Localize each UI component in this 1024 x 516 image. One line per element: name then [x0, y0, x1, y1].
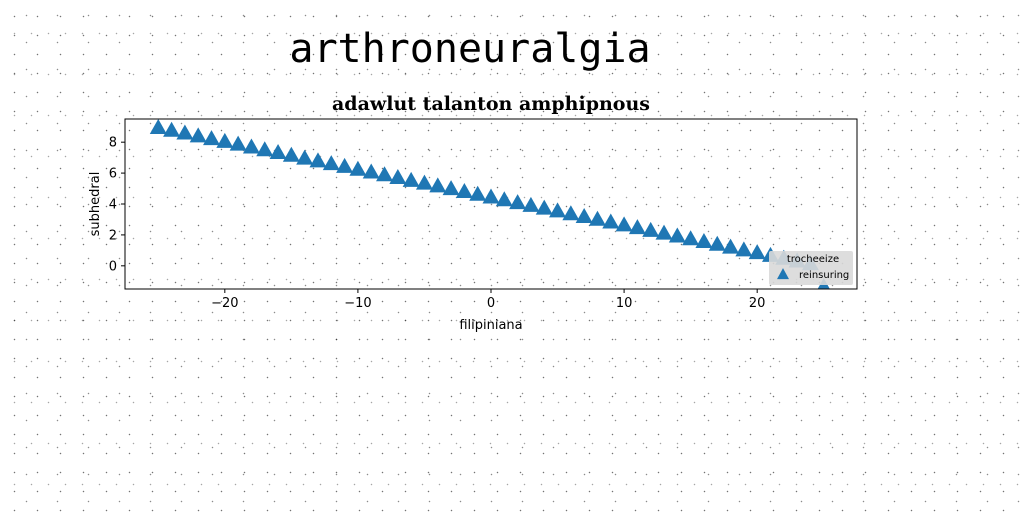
legend-label: reinsuring: [799, 270, 849, 281]
data-point-triangle: [695, 233, 713, 249]
data-point-triangle: [562, 205, 580, 221]
y-tick-label: 6: [109, 167, 117, 182]
data-point-triangle: [229, 135, 247, 151]
y-tick-label: 8: [109, 136, 117, 151]
data-point-triangle: [735, 241, 753, 257]
data-point-triangle: [362, 163, 380, 179]
x-tick-label: 10: [616, 296, 633, 311]
data-point-triangle: [628, 219, 646, 235]
data-point-triangle: [296, 149, 314, 165]
data-point-triangle: [149, 118, 167, 134]
y-tick-label: 4: [109, 198, 117, 213]
chart-title: adawlut talanton amphipnous: [332, 93, 650, 115]
data-point-triangle: [642, 221, 660, 237]
data-point-triangle: [469, 185, 487, 201]
data-point-triangle: [549, 202, 567, 218]
data-point-triangle: [455, 182, 473, 198]
data-point-triangle: [668, 227, 686, 243]
x-tick-label: 0: [487, 296, 495, 311]
data-point-triangle: [322, 155, 340, 171]
x-axis-label: filipiniana: [459, 318, 522, 333]
x-tick-label: −10: [344, 296, 371, 311]
data-point-triangle: [429, 177, 447, 193]
y-tick-label: 2: [109, 228, 117, 243]
data-point-triangle: [189, 127, 207, 143]
data-point-triangle: [535, 199, 553, 215]
x-tick-label: −20: [211, 296, 238, 311]
legend-marker-triangle-icon: [777, 268, 789, 280]
data-point-triangle: [402, 171, 420, 187]
data-point-triangle: [242, 138, 260, 154]
data-point-triangle: [216, 132, 234, 148]
data-point-triangle: [309, 152, 327, 168]
data-point-triangle: [415, 174, 433, 190]
data-point-triangle: [349, 160, 367, 176]
data-point-triangle: [602, 213, 620, 229]
data-point-triangle: [256, 141, 274, 157]
data-point-triangle: [748, 244, 766, 260]
data-point-triangle: [509, 194, 527, 210]
data-point-triangle: [575, 207, 593, 223]
data-point-triangle: [722, 238, 740, 254]
data-point-triangle: [682, 230, 700, 246]
data-point-triangle: [203, 130, 221, 146]
data-point-triangle: [495, 191, 513, 207]
data-points: [149, 118, 830, 289]
data-point-triangle: [482, 188, 500, 204]
x-tick-label: 20: [749, 296, 766, 311]
data-point-triangle: [336, 157, 354, 173]
data-point-triangle: [269, 144, 287, 160]
data-point-triangle: [615, 216, 633, 232]
page-title: arthroneuralgia: [289, 26, 651, 72]
data-point-triangle: [282, 146, 300, 162]
data-point-triangle: [389, 169, 407, 185]
legend[interactable]: trocheeize reinsuring: [769, 251, 853, 285]
data-point-triangle: [588, 210, 606, 226]
y-tick-label: 0: [109, 259, 117, 274]
data-point-triangle: [376, 166, 394, 182]
data-point-triangle: [176, 124, 194, 140]
data-point-triangle: [163, 121, 181, 137]
axes: −20 −10 0 10 20 0 2 4 6 8: [109, 118, 858, 311]
data-point-triangle: [442, 180, 460, 196]
data-point-triangle: [522, 196, 540, 212]
data-point-triangle: [655, 224, 673, 240]
y-axis-label: subhedral: [88, 172, 103, 237]
legend-title: trocheeize: [787, 254, 839, 265]
legend-box: [769, 251, 853, 285]
data-point-triangle: [708, 235, 726, 251]
